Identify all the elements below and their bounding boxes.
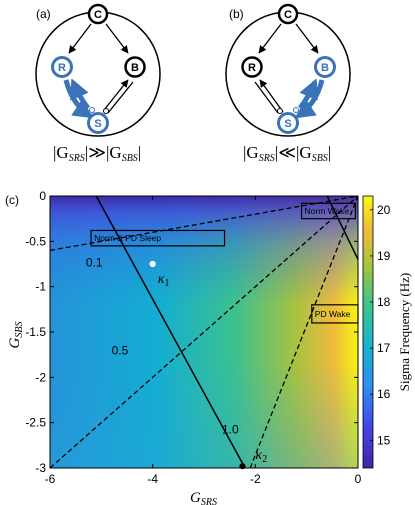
panel-b-node-r (241, 56, 263, 78)
colorbar-ticks: 15 16 17 18 19 20 (370, 203, 391, 447)
colorbar-tick-label-3: 18 (377, 295, 391, 309)
panel-b-edge-b-s (294, 79, 325, 119)
y-axis-label: GSBS (7, 322, 25, 349)
panel-a-label: (a) (36, 7, 51, 21)
panel-b-node-s (277, 112, 299, 134)
svg-text:C: C (94, 9, 102, 21)
panel-b-synapse-r (277, 108, 283, 114)
y-tick-label-2: -1 (35, 280, 46, 294)
panel-b-edge-c-b (295, 23, 319, 54)
colorbar-label: Sigma Frequency (Hz) (397, 273, 412, 391)
region-label-2: PD Wake (315, 309, 351, 319)
colorbar-tick-label-0: 15 (377, 433, 391, 447)
y-tick-label-6: -3 (35, 461, 46, 475)
x-tick-label-3: 0 (355, 472, 362, 486)
contour-label-0: 0.1 (86, 256, 103, 270)
y-tick-label-1: -0.5 (25, 234, 46, 248)
x-tick-label-1: -4 (147, 472, 158, 486)
point-label-0: κ1 (158, 272, 170, 289)
panel-b-edge-c-r (258, 23, 282, 54)
svg-text:B: B (131, 62, 139, 74)
svg-text:B: B (321, 62, 329, 74)
panel-a-edge-s-r (70, 78, 90, 110)
heatmap-overlay-labels: 0.1 0.5 1.0 Norm & PD Sleep Norm Wake PD Wake… (86, 202, 359, 470)
y-tick-label-4: -2 (35, 370, 46, 384)
panel-a-edge-s-b (103, 79, 129, 111)
panel-a-node-b (124, 56, 146, 78)
contour-label-1: 0.5 (112, 344, 129, 358)
x-tick-label-2: -2 (250, 472, 261, 486)
y-tick-label-3: -1.5 (25, 325, 46, 339)
colorbar-tick-label-5: 20 (377, 203, 391, 217)
contour-line-2 (249, 196, 358, 468)
svg-text:S: S (94, 118, 101, 130)
heatmap-overlays (50, 196, 358, 468)
panel-b-node-c (277, 3, 299, 25)
region-box-0 (90, 229, 226, 247)
point-marker-0 (149, 260, 156, 268)
svg-text:R: R (58, 62, 66, 74)
point-marker-1 (239, 463, 246, 470)
x-axis-label: GSRS (190, 490, 217, 505)
y-tick-label-5: -2.5 (25, 416, 46, 430)
y-axis-ticks: 0 -0.5 -1 -1.5 -2 -2.5 -3 (25, 189, 358, 475)
contour-line-0 (50, 196, 358, 252)
panel-b-edge-s-r (259, 79, 284, 113)
panel-a-synapse-r (89, 107, 95, 113)
panel-b-synapse-b (293, 107, 299, 113)
x-axis-ticks: -6 -4 -2 0 (45, 196, 362, 486)
region-label-1: Norm Wake (305, 206, 350, 216)
panel-b-edge-r-s (254, 81, 279, 114)
svg-text:C: C (284, 9, 292, 21)
region-box-1 (300, 202, 357, 220)
point-label-1: κ2 (255, 448, 267, 465)
panel-a-edge-c-r (68, 23, 92, 54)
panel-a-diagram: (a) C R B S |GSRS|≫|GSBS| (35, 3, 161, 164)
panel-a-edge-c-b (105, 23, 129, 54)
panel-b-condition: |GSRS|≪|GSBS| (243, 143, 331, 164)
colorbar-tick-label-4: 19 (377, 249, 391, 263)
panel-c-label: (c) (5, 193, 19, 207)
region-label-0: Norm & PD Sleep (94, 233, 161, 243)
panel-a-node-c (87, 3, 109, 25)
panel-a-condition: |GSRS|≫|GSBS| (53, 143, 141, 164)
panel-a-edge-b-s (107, 81, 134, 114)
x-tick-label-0: -6 (45, 472, 56, 486)
panel-b-edge-s-b (298, 78, 318, 110)
y-tick-label-0: 0 (39, 189, 46, 203)
panel-b-node-b (314, 56, 336, 78)
boundary-line-1 (326, 196, 358, 260)
boundary-line-0 (95, 196, 246, 468)
colorbar: 15 16 17 18 19 20 Sigma Frequency (Hz) (362, 195, 412, 469)
contour-line-1 (50, 196, 358, 468)
panel-a-edge-r-s (63, 79, 94, 119)
contour-label-2: 1.0 (222, 423, 239, 437)
panel-b-label: (b) (229, 7, 244, 21)
panel-b-diagram: (b) C R B S |GSRS|≪|GSBS| (225, 3, 351, 164)
svg-text:R: R (248, 62, 256, 74)
panel-a-synapse-b (103, 108, 109, 114)
colorbar-gradient (362, 195, 374, 469)
panel-a-node-s (87, 112, 109, 134)
colorbar-tick-label-2: 17 (377, 341, 391, 355)
svg-text:S: S (284, 118, 291, 130)
panel-a-node-r (51, 56, 73, 78)
colorbar-tick-label-1: 16 (377, 387, 391, 401)
